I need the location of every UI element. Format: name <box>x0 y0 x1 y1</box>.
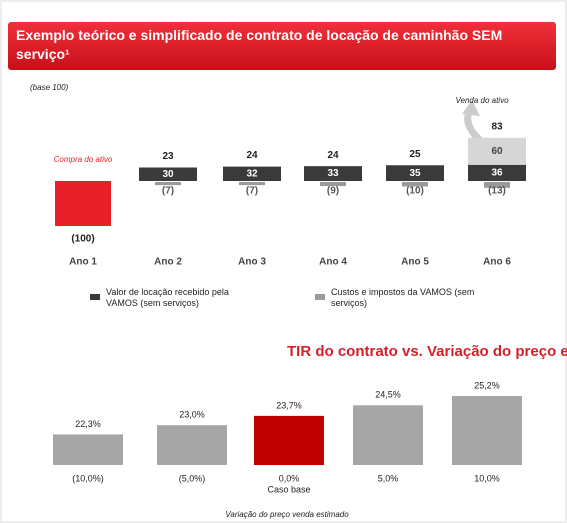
total-label: 83 <box>491 121 503 132</box>
header-bar <box>8 22 556 70</box>
x-tick-label: Ano 3 <box>238 257 266 268</box>
value-label: (10) <box>406 186 424 197</box>
header-title: Exemplo teórico e simplificado de contra… <box>16 27 503 62</box>
legend-box: Valor de locação recebido pela VAMOS (se… <box>106 287 229 308</box>
value-label: (7) <box>246 186 258 197</box>
legend-swatch <box>315 294 325 300</box>
value-label: 35 <box>409 168 421 179</box>
rental-bar <box>386 165 444 181</box>
value-label: 33 <box>327 168 339 179</box>
total-label: 24 <box>246 150 258 161</box>
purchase-bar <box>55 181 111 226</box>
x-tick-label: Ano 6 <box>483 257 511 268</box>
value-label: 25,2% <box>474 380 500 390</box>
x-tick-label: Ano 4 <box>319 257 347 268</box>
x-tick-label: 10,0% <box>474 473 500 483</box>
rental-bar <box>304 166 362 181</box>
event-label: Venda do ativo <box>455 96 509 105</box>
total-label: 24 <box>327 150 339 161</box>
bar <box>53 434 123 465</box>
cost-bar <box>239 182 265 186</box>
value-label: (13) <box>488 186 506 197</box>
rental-bar <box>139 167 197 181</box>
subtitle: (base 100) <box>30 83 69 92</box>
sale-arrow-head <box>462 100 480 116</box>
cost-bar <box>320 182 346 187</box>
bar <box>157 425 227 465</box>
sale-bar <box>468 137 526 165</box>
chart2-title: TIR do contrato vs. Variação do preço es… <box>287 343 567 360</box>
bar <box>254 415 324 465</box>
x-tick-label: 0,0% <box>279 473 300 483</box>
legend-box: Custos e impostos da VAMOS (sem serviços… <box>331 287 475 308</box>
value-label: 22,3% <box>75 419 101 429</box>
x-tick-label: Ano 1 <box>69 257 97 268</box>
legend-swatch <box>90 294 100 300</box>
x-tick-label: (5,0%) <box>179 473 206 483</box>
x-tick-note: Caso base <box>267 484 310 494</box>
x-tick-label: 5,0% <box>378 473 399 483</box>
value-label: 60 <box>491 146 503 157</box>
value-label: 36 <box>491 168 503 179</box>
rental-bar <box>223 166 281 181</box>
cost-bar <box>484 182 510 188</box>
value-label: 23,7% <box>276 400 302 410</box>
header-title-box: Exemplo teórico e simplificado de contra… <box>16 27 503 62</box>
x-tick-label: Ano 2 <box>154 257 182 268</box>
value-label: (100) <box>71 234 94 245</box>
cost-bar <box>402 182 428 187</box>
bar <box>353 405 423 465</box>
rental-bar <box>468 164 526 181</box>
value-label: 24,5% <box>375 390 401 400</box>
legend-label: Custos e impostos da VAMOS (sem serviços… <box>331 287 475 308</box>
cost-bar <box>155 182 181 186</box>
value-label: (9) <box>327 186 339 197</box>
value-label: 30 <box>162 169 174 180</box>
total-label: 23 <box>162 151 174 162</box>
x-tick-label: (10,0%) <box>72 473 104 483</box>
total-label: 25 <box>409 149 421 160</box>
x-axis-label: Variação do preço venda estimado <box>225 510 349 519</box>
x-tick-label: Ano 5 <box>401 257 429 268</box>
event-label: Compra do ativo <box>54 155 113 164</box>
value-label: (7) <box>162 186 174 197</box>
value-label: 23,0% <box>179 410 205 420</box>
value-label: 32 <box>246 168 258 179</box>
bar <box>452 395 522 465</box>
legend-label: Valor de locação recebido pela VAMOS (se… <box>106 287 229 308</box>
